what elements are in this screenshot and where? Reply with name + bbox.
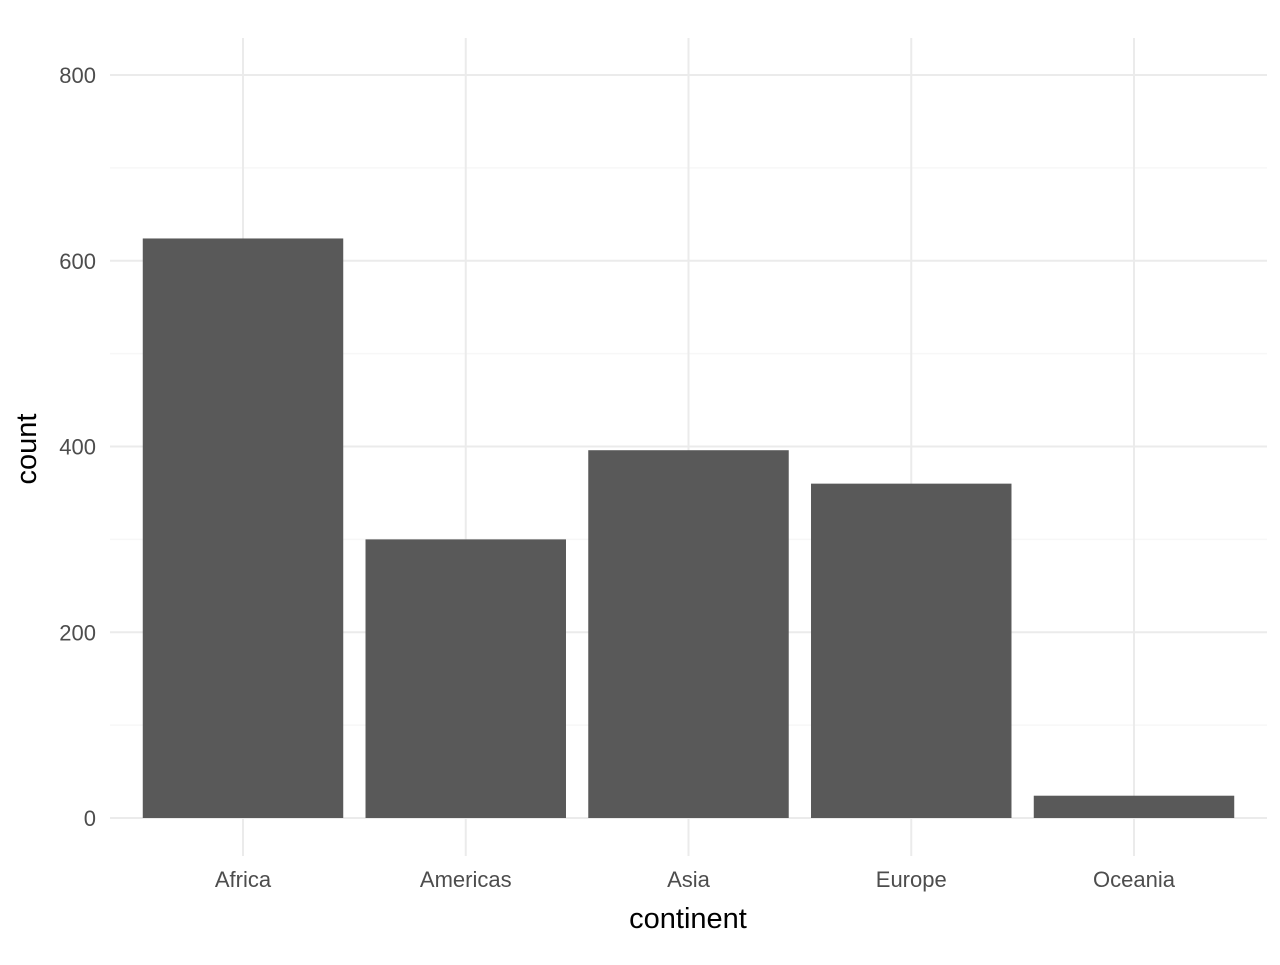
- y-tick-label: 400: [59, 435, 96, 460]
- y-tick-labels: 0 200 400 600 800: [59, 63, 96, 831]
- x-tick-label-africa: Africa: [215, 867, 272, 892]
- y-tick-label: 0: [84, 806, 96, 831]
- y-tick-label: 600: [59, 249, 96, 274]
- bar-americas: [365, 539, 566, 818]
- x-tick-label-americas: Americas: [420, 867, 512, 892]
- x-tick-label-oceania: Oceania: [1093, 867, 1176, 892]
- x-axis-title: continent: [629, 903, 747, 935]
- bars: [142, 238, 1235, 818]
- bar-africa: [142, 238, 344, 818]
- x-tick-labels: Africa Americas Asia Europe Oceania: [215, 867, 1176, 892]
- x-tick-label-europe: Europe: [876, 867, 947, 892]
- bar-asia: [588, 450, 789, 818]
- y-tick-label: 200: [59, 620, 96, 645]
- y-tick-label: 800: [59, 63, 96, 88]
- x-tick-label-asia: Asia: [667, 867, 711, 892]
- bar-oceania: [1033, 795, 1235, 818]
- y-axis-title: count: [11, 414, 43, 485]
- bar-europe: [811, 483, 1012, 818]
